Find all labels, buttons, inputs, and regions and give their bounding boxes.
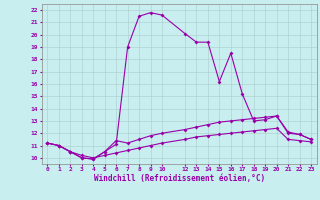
X-axis label: Windchill (Refroidissement éolien,°C): Windchill (Refroidissement éolien,°C) bbox=[94, 174, 265, 183]
